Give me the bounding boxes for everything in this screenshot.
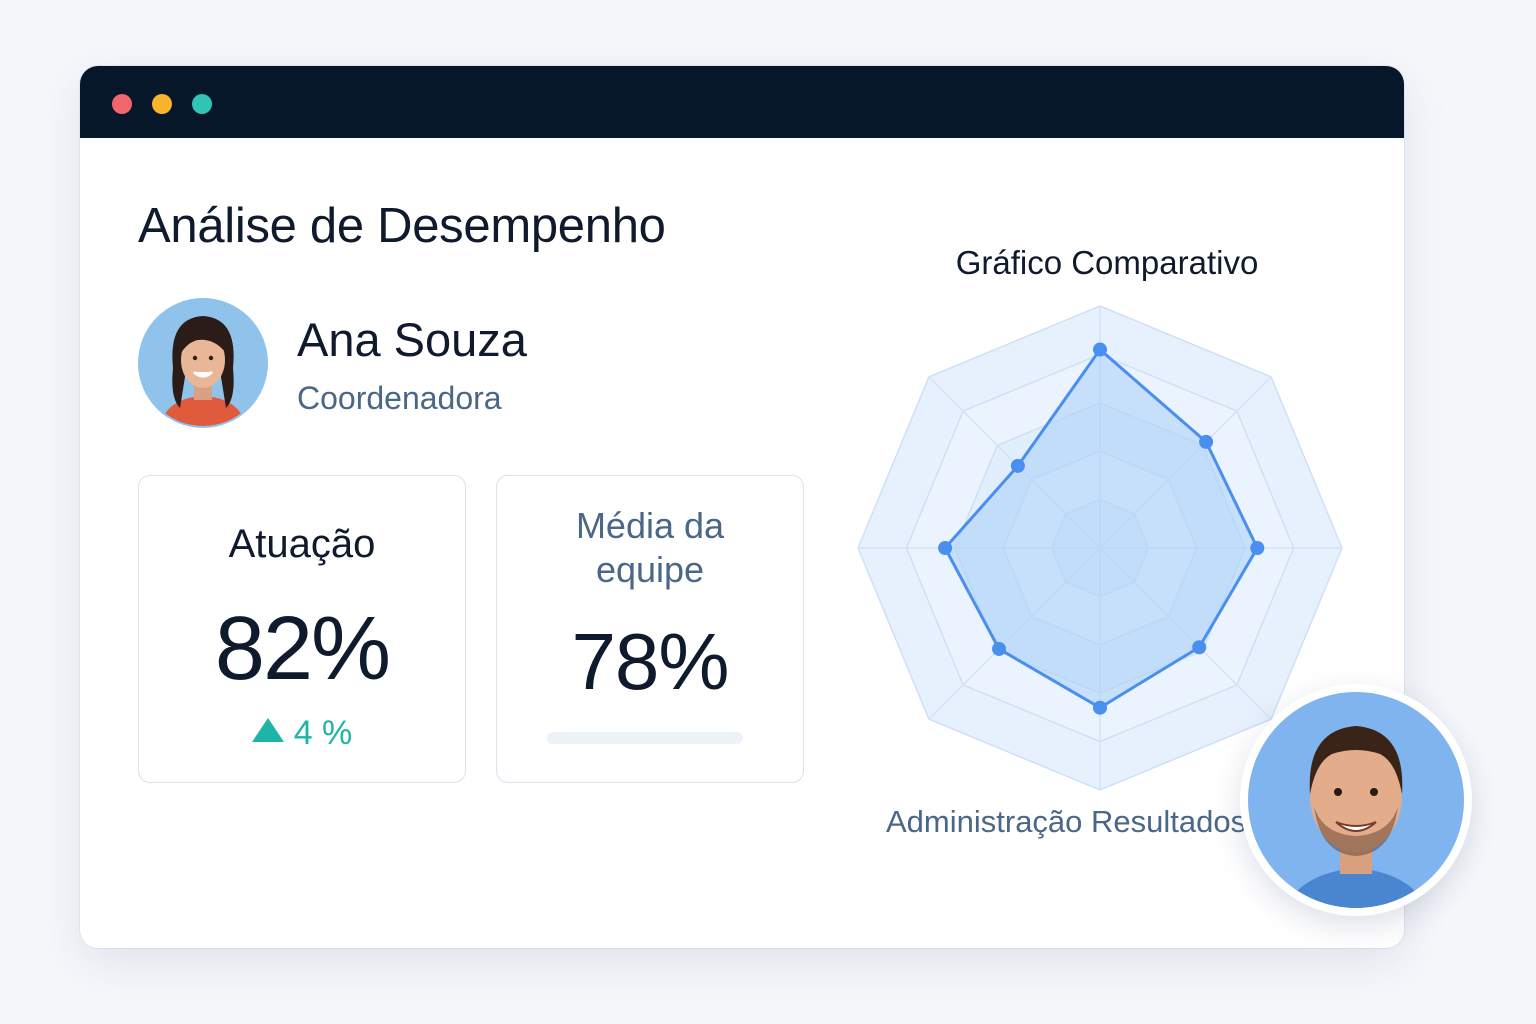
minimize-window-button[interactable] [152,94,172,114]
page-title: Análise de Desempenho [138,199,666,253]
chart-title: Gráfico Comparativo [955,244,1259,281]
radar-point-1[interactable] [1199,434,1214,449]
app-window: Análise de Desempenho Ana Souza Coordena… [80,66,1404,948]
radar-point-7[interactable] [1010,458,1025,473]
profile-role: Coordenadora [297,380,502,416]
team-average-label: Média da equipe [575,505,725,590]
profile-name: Ana Souza [297,313,527,366]
profile-avatar[interactable] [138,298,268,428]
performance-delta: 4 % [139,714,465,753]
radar-point-2[interactable] [1250,541,1265,555]
man-avatar[interactable] [1240,684,1472,916]
radar-chart [857,305,1343,791]
delta-value: 4 % [293,714,353,752]
radar-axis-label: Administração Resultados [886,804,1247,839]
close-window-button[interactable] [112,94,132,114]
radar-point-4[interactable] [1093,700,1107,715]
radar-point-5[interactable] [992,641,1007,656]
radar-point-3[interactable] [1192,640,1207,655]
performance-value: 82% [214,599,391,699]
team-average-progress-bar [547,732,743,744]
team-average-value: 78% [571,617,729,706]
triangle-up-icon [251,718,284,742]
team-average-card[interactable]: Média da equipe 78% [496,475,804,783]
title-bar [80,66,1404,138]
maximize-window-button[interactable] [192,94,212,114]
radar-point-0[interactable] [1093,342,1107,357]
performance-card[interactable]: Atuação 82% 4 % [138,475,466,783]
woman-avatar-icon [138,298,268,428]
performance-label: Atuação [228,522,376,566]
radar-point-6[interactable] [938,541,953,555]
man-avatar-icon [1248,692,1464,908]
